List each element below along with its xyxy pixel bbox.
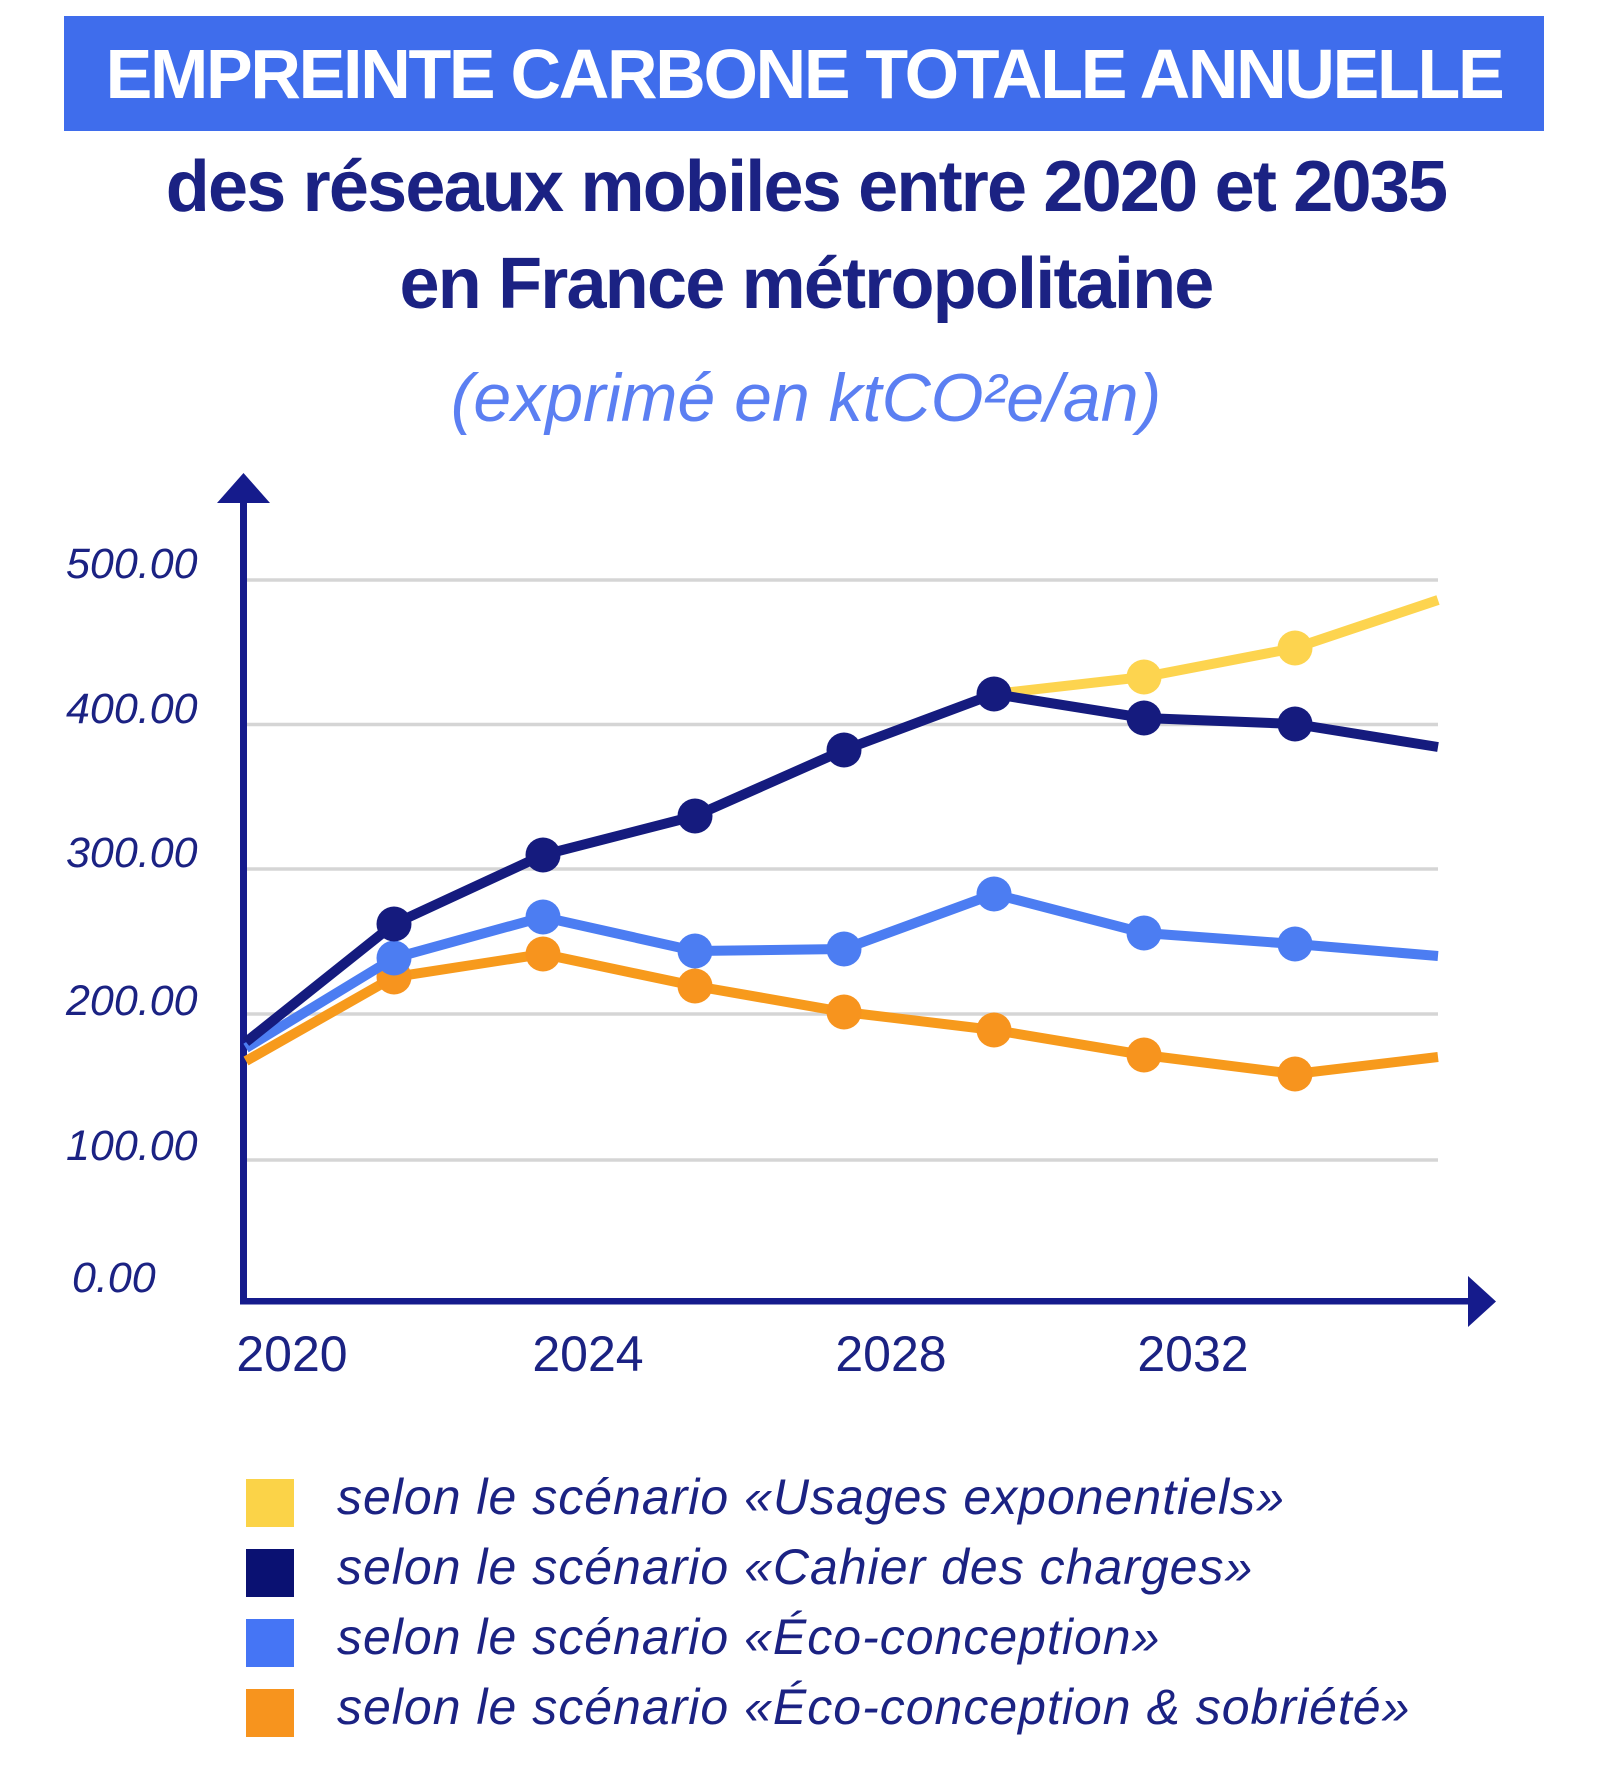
svg-text:400.00: 400.00 bbox=[66, 685, 198, 733]
svg-text:2020: 2020 bbox=[236, 1326, 347, 1382]
svg-text:500.00: 500.00 bbox=[66, 540, 198, 588]
svg-text:100.00: 100.00 bbox=[66, 1122, 198, 1170]
svg-text:0.00: 0.00 bbox=[72, 1254, 156, 1302]
svg-text:2028: 2028 bbox=[835, 1326, 946, 1382]
svg-text:200.00: 200.00 bbox=[65, 977, 198, 1025]
svg-text:2032: 2032 bbox=[1137, 1326, 1248, 1382]
svg-text:300.00: 300.00 bbox=[66, 829, 198, 877]
svg-text:2024: 2024 bbox=[532, 1326, 643, 1382]
